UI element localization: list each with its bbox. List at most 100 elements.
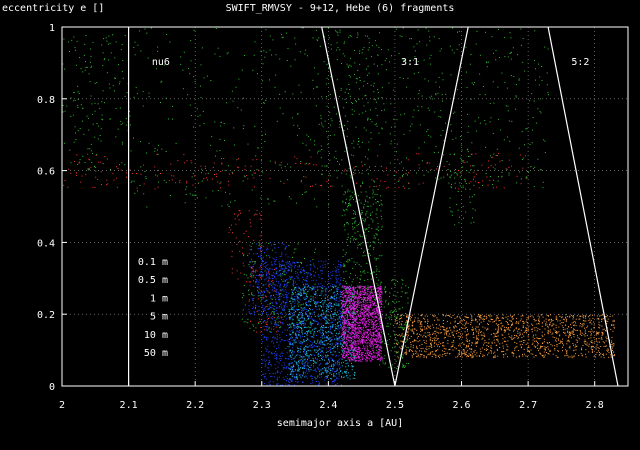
- data-point: [301, 322, 303, 324]
- data-point: [365, 110, 367, 112]
- data-point: [313, 319, 315, 321]
- data-point: [308, 309, 309, 311]
- data-point: [259, 275, 261, 277]
- data-point: [329, 350, 331, 351]
- data-point: [284, 91, 286, 93]
- data-point: [354, 239, 356, 241]
- data-point: [200, 97, 202, 99]
- data-point: [292, 284, 294, 286]
- data-point: [263, 260, 265, 262]
- data-point: [423, 59, 425, 61]
- data-point: [504, 37, 506, 39]
- data-point: [321, 269, 323, 271]
- data-point: [344, 338, 346, 340]
- data-point: [349, 202, 350, 204]
- data-point: [236, 159, 238, 161]
- data-point: [376, 114, 378, 116]
- data-point: [88, 129, 90, 131]
- data-point: [364, 280, 366, 282]
- data-point: [273, 244, 275, 246]
- data-point: [328, 300, 330, 301]
- data-point: [336, 290, 338, 292]
- data-point: [372, 326, 374, 328]
- data-point: [330, 322, 332, 324]
- data-point: [336, 373, 338, 375]
- data-point: [262, 80, 264, 82]
- data-point: [336, 303, 338, 305]
- data-point: [542, 181, 544, 183]
- data-point: [131, 180, 133, 182]
- data-point: [284, 367, 285, 369]
- data-point: [356, 297, 358, 298]
- data-point: [107, 158, 108, 160]
- data-point: [402, 365, 404, 367]
- data-point: [326, 181, 328, 183]
- data-point: [320, 319, 322, 321]
- data-point: [287, 284, 289, 286]
- data-point: [467, 113, 469, 115]
- data-point: [189, 73, 191, 75]
- data-point: [273, 342, 274, 344]
- data-point: [337, 47, 339, 49]
- data-point: [330, 302, 332, 304]
- data-point: [76, 64, 77, 66]
- data-point: [268, 370, 270, 372]
- data-point: [519, 154, 521, 156]
- data-point: [314, 315, 316, 317]
- data-point: [372, 295, 374, 296]
- data-point: [308, 149, 310, 151]
- data-point: [400, 326, 402, 328]
- data-point: [358, 113, 360, 115]
- data-point: [315, 105, 317, 107]
- data-point: [301, 310, 303, 312]
- data-point: [343, 287, 345, 289]
- data-point: [274, 287, 276, 289]
- data-point: [324, 316, 326, 317]
- data-point: [435, 94, 437, 96]
- data-point: [303, 368, 305, 369]
- data-point: [505, 105, 507, 107]
- data-point: [464, 179, 466, 181]
- data-point: [508, 174, 510, 176]
- data-point: [258, 286, 260, 287]
- data-point: [352, 228, 354, 230]
- data-point: [314, 349, 315, 351]
- data-point: [352, 326, 354, 328]
- data-point: [385, 121, 387, 123]
- data-point: [250, 170, 252, 172]
- data-point: [340, 369, 342, 371]
- data-point: [100, 161, 102, 163]
- data-point: [219, 55, 221, 57]
- data-point: [346, 291, 348, 293]
- data-point: [501, 171, 503, 173]
- data-point: [245, 321, 247, 323]
- data-point: [356, 225, 358, 227]
- data-point: [345, 203, 347, 205]
- data-point: [343, 312, 345, 314]
- data-point: [370, 323, 372, 325]
- data-point: [275, 288, 277, 290]
- data-point: [402, 58, 404, 60]
- data-point: [352, 278, 354, 280]
- data-point: [294, 328, 296, 329]
- data-point: [136, 173, 138, 174]
- data-point: [350, 359, 352, 360]
- data-point: [237, 166, 238, 168]
- data-point: [542, 139, 544, 141]
- data-point: [280, 293, 282, 294]
- data-point: [233, 213, 235, 215]
- data-point: [300, 272, 302, 274]
- data-point: [479, 94, 481, 96]
- data-point: [303, 325, 305, 326]
- data-point: [300, 181, 302, 183]
- data-point: [328, 365, 330, 367]
- data-point: [306, 273, 308, 275]
- data-point: [333, 381, 335, 383]
- data-point: [349, 89, 351, 91]
- data-point: [310, 298, 312, 300]
- data-point: [63, 38, 65, 40]
- data-point: [369, 352, 371, 354]
- data-point: [418, 147, 420, 149]
- data-point: [307, 315, 309, 317]
- data-point: [321, 273, 323, 275]
